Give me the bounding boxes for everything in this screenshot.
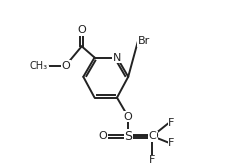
Text: N: N — [113, 53, 121, 62]
Text: O: O — [61, 60, 70, 71]
Text: O: O — [124, 112, 133, 122]
Text: F: F — [149, 155, 155, 165]
Text: F: F — [168, 138, 175, 148]
Text: O: O — [39, 60, 48, 71]
Text: O: O — [99, 131, 107, 141]
Text: C: C — [148, 131, 156, 141]
Text: CH₃: CH₃ — [29, 60, 47, 71]
Text: Br: Br — [138, 36, 150, 47]
Text: S: S — [124, 130, 132, 143]
Text: O: O — [77, 25, 86, 35]
Text: F: F — [168, 118, 175, 128]
Text: O: O — [149, 131, 158, 141]
